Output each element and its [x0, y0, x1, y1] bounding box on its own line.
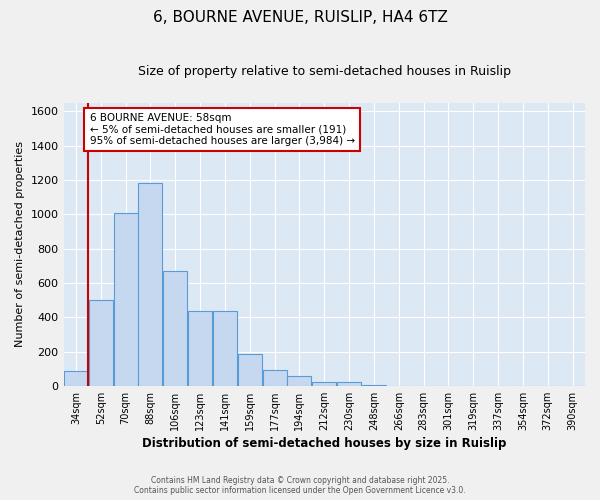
Bar [238, 354, 262, 386]
Bar [163, 271, 187, 386]
X-axis label: Distribution of semi-detached houses by size in Ruislip: Distribution of semi-detached houses by … [142, 437, 506, 450]
Bar [213, 311, 237, 386]
Bar [362, 385, 386, 386]
Bar [113, 214, 137, 386]
Text: 6, BOURNE AVENUE, RUISLIP, HA4 6TZ: 6, BOURNE AVENUE, RUISLIP, HA4 6TZ [152, 10, 448, 25]
Bar [89, 300, 113, 386]
Bar [287, 376, 311, 386]
Bar [263, 370, 287, 386]
Title: Size of property relative to semi-detached houses in Ruislip: Size of property relative to semi-detach… [138, 65, 511, 78]
Bar [139, 184, 163, 386]
Bar [64, 371, 88, 386]
Bar [188, 311, 212, 386]
Text: 6 BOURNE AVENUE: 58sqm
← 5% of semi-detached houses are smaller (191)
95% of sem: 6 BOURNE AVENUE: 58sqm ← 5% of semi-deta… [89, 113, 355, 146]
Bar [312, 382, 337, 386]
Text: Contains HM Land Registry data © Crown copyright and database right 2025.
Contai: Contains HM Land Registry data © Crown c… [134, 476, 466, 495]
Y-axis label: Number of semi-detached properties: Number of semi-detached properties [15, 142, 25, 348]
Bar [337, 382, 361, 386]
